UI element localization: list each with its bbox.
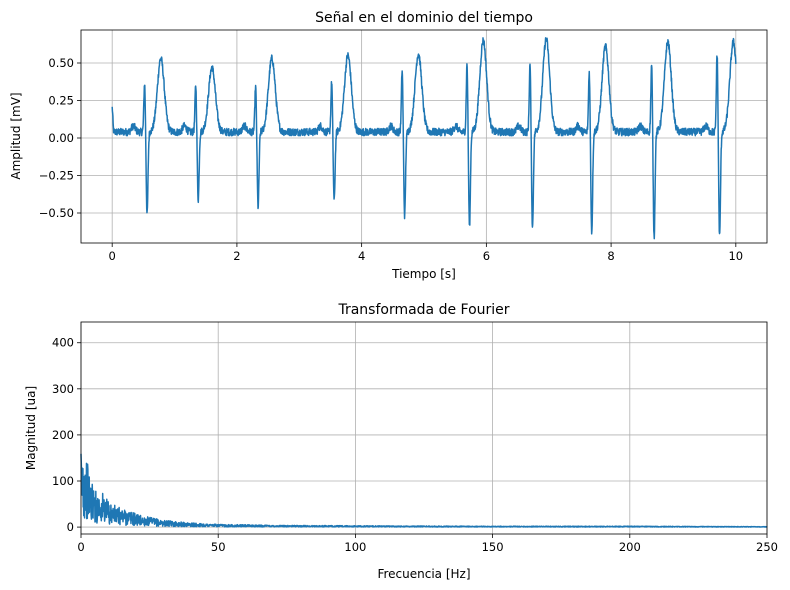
time-plot-frame [80,29,768,244]
fourier-y-tick-label: 200 [52,428,74,442]
time-x-tick-label: 0 [109,249,116,263]
time-domain-chart: 0 2 4 6 8 10 0.50 0.25 0.00 −0.25 −0.50 Señal en e… [9,10,768,281]
fourier-chart-title: Transformada de Fourier [337,302,509,318]
fourier-x-tick-label: 250 [756,540,778,554]
fourier-x-tick-label: 100 [344,540,366,554]
time-x-tick-label: 2 [233,249,240,263]
fourier-y-tick-label: 400 [52,336,74,350]
fourier-x-tick-label: 50 [211,540,226,554]
fourier-magnitude-series [80,453,768,528]
time-y-tick-label: −0.25 [39,169,74,183]
time-y-tick-label: 0.50 [48,56,74,70]
fourier-x-tick-label: 150 [482,540,504,554]
time-signal-line [111,37,737,240]
time-x-tick-label: 4 [358,249,365,263]
fourier-y-axis-label: Magnitud [ua] [24,386,38,470]
time-axis-ticks: 0 2 4 6 8 10 0.50 0.25 0.00 −0.25 −0.50 [39,56,743,263]
fourier-x-tick-label: 0 [77,540,84,554]
fourier-y-tick-label: 300 [52,382,74,396]
fourier-magnitude-line [80,453,768,528]
time-x-axis-label: Tiempo [s] [391,267,456,281]
fourier-x-axis-label: Frecuencia [Hz] [377,567,470,581]
fourier-axis-ticks: 0 50 100 150 200 250 0 100 200 300 400 [52,336,778,554]
time-y-axis-label: Amplitud [mV] [9,92,23,179]
time-signal-series [111,37,737,240]
time-y-tick-label: 0.00 [48,131,74,145]
fourier-plot-frame [80,321,768,535]
time-x-tick-label: 10 [728,249,743,263]
fourier-chart: 0 50 100 150 200 250 0 100 200 300 400 Transformad… [24,302,778,581]
time-x-tick-label: 6 [483,249,490,263]
time-y-tick-label: 0.25 [48,94,74,108]
fourier-x-tick-label: 200 [619,540,641,554]
fourier-y-tick-label: 0 [67,520,74,534]
fourier-y-tick-label: 100 [52,474,74,488]
time-chart-title: Señal en el dominio del tiempo [315,10,533,26]
time-x-tick-label: 8 [607,249,614,263]
time-y-tick-label: −0.50 [39,206,74,220]
